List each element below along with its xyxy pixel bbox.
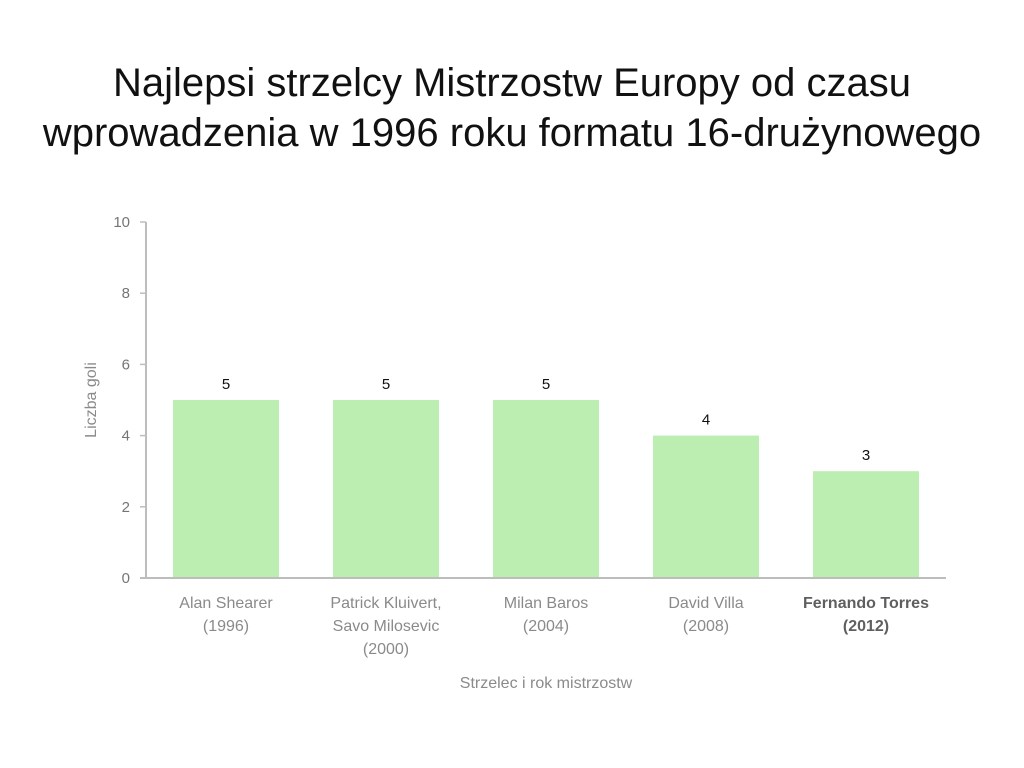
data-label-1: 5	[382, 376, 390, 393]
x-category-label-3-0: David Villa	[668, 595, 743, 612]
bar-3	[653, 435, 759, 578]
data-label-0: 5	[222, 376, 230, 393]
x-category-label-4-0: Fernando Torres	[803, 595, 929, 612]
bar-2	[493, 400, 599, 578]
x-category-label-4-1: (2012)	[843, 618, 889, 635]
x-category-label-1-0: Patrick Kluivert,	[330, 595, 441, 612]
y-tick-label-0: 0	[122, 570, 130, 587]
x-axis-title: Strzelec i rok mistrzostw	[460, 675, 633, 692]
bar-4	[813, 471, 919, 578]
y-tick-label-1: 2	[122, 499, 130, 516]
data-label-4: 3	[862, 447, 870, 464]
y-tick-label-4: 8	[122, 285, 130, 302]
x-category-label-2-0: Milan Baros	[504, 595, 588, 612]
x-category-label-1-1: Savo Milosevic	[333, 618, 440, 635]
x-category-label-0-0: Alan Shearer	[179, 595, 273, 612]
x-category-label-2-1: (2004)	[523, 618, 569, 635]
bar-1	[333, 400, 439, 578]
bar-0	[173, 400, 279, 578]
y-axis-title: Liczba goli	[83, 362, 100, 438]
y-tick-label-2: 4	[122, 428, 130, 445]
x-category-label-3-1: (2008)	[683, 618, 729, 635]
x-category-label-0-1: (1996)	[203, 618, 249, 635]
y-tick-label-5: 10	[113, 214, 130, 231]
x-category-label-1-2: (2000)	[363, 641, 409, 658]
data-label-2: 5	[542, 376, 550, 393]
chart-title-line-1: Najlepsi strzelcy Mistrzostw Europy od c…	[112, 61, 912, 105]
chart-title: Najlepsi strzelcy Mistrzostw Europy od c…	[12, 58, 1012, 158]
chart-title-line-2: wprowadzenia w 1996 roku formatu 16-druż…	[42, 111, 982, 155]
y-tick-label-3: 6	[122, 356, 130, 373]
data-label-3: 4	[702, 412, 710, 429]
